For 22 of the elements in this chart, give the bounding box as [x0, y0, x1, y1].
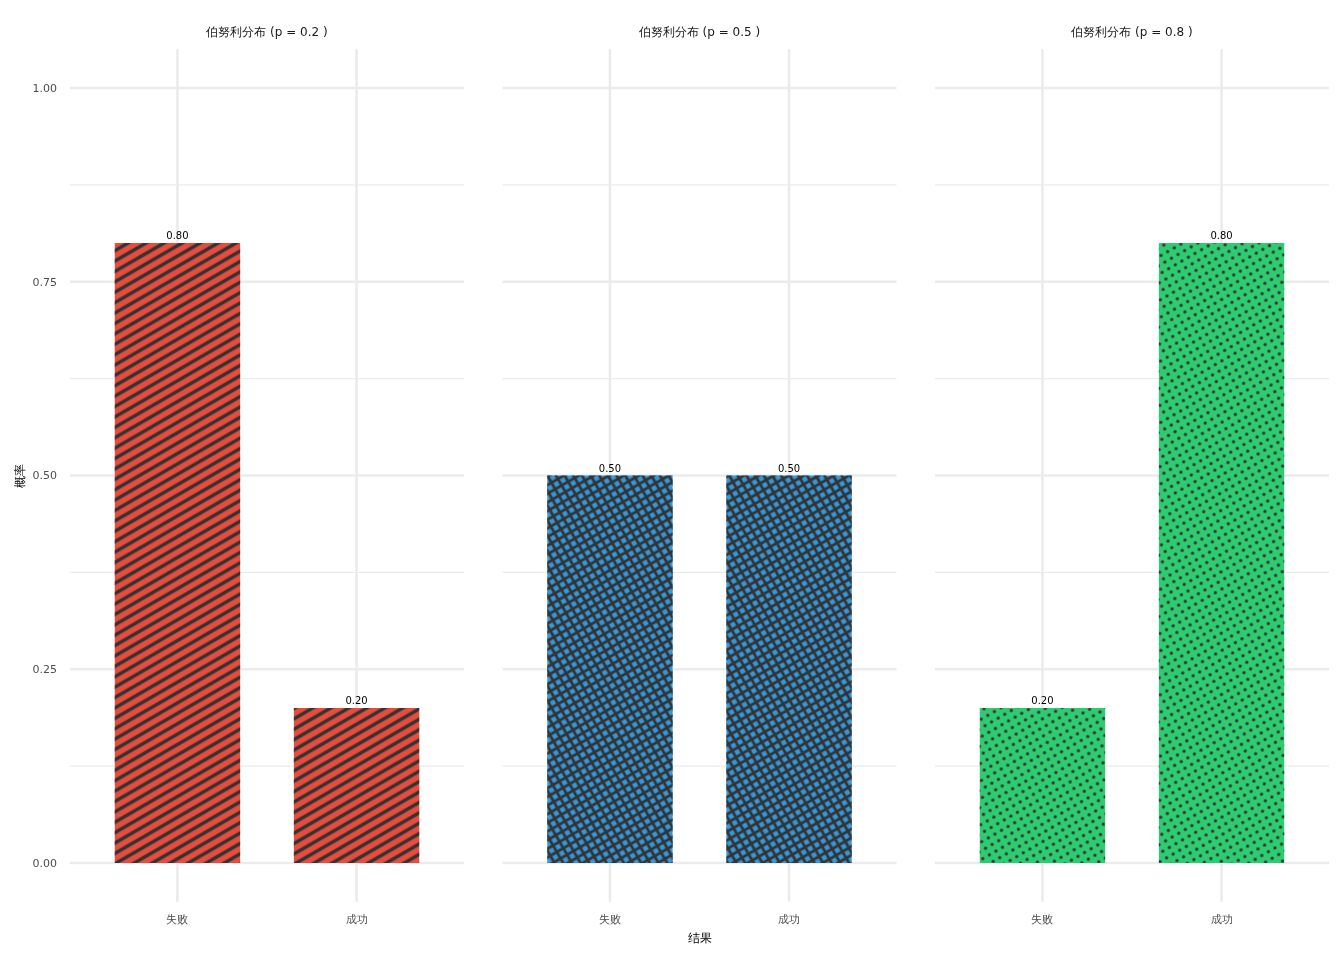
- y-tick-label: 1.00: [32, 81, 57, 95]
- x-tick-label: 成功: [778, 913, 801, 926]
- y-tick-label: 0.50: [32, 469, 57, 483]
- chart-title: 伯努利分布 (p = 0.2 ): [205, 25, 328, 39]
- y-tick-label: 0.75: [32, 275, 57, 289]
- data-label: 0.50: [598, 462, 622, 474]
- data-label: 0.20: [1031, 695, 1054, 706]
- x-tick-label: 失败: [166, 913, 189, 926]
- x-tick-label: 成功: [1210, 913, 1233, 926]
- x-axis-title: 结果: [687, 931, 712, 945]
- y-axis-title: 概率: [13, 463, 27, 488]
- chart-title: 伯努利分布 (p = 0.8 ): [1070, 25, 1193, 39]
- chart-title: 伯努利分布 (p = 0.5 ): [637, 25, 761, 39]
- y-tick-label: 0.00: [32, 856, 57, 870]
- x-tick-label: 失败: [598, 913, 621, 926]
- x-tick-label: 成功: [345, 913, 368, 926]
- data-label: 0.20: [345, 695, 368, 706]
- x-tick-label: 失败: [1031, 913, 1054, 926]
- data-label: 0.80: [1210, 230, 1233, 241]
- y-tick-label: 0.25: [32, 663, 57, 677]
- data-label: 0.80: [166, 230, 189, 241]
- data-label: 0.50: [777, 462, 801, 474]
